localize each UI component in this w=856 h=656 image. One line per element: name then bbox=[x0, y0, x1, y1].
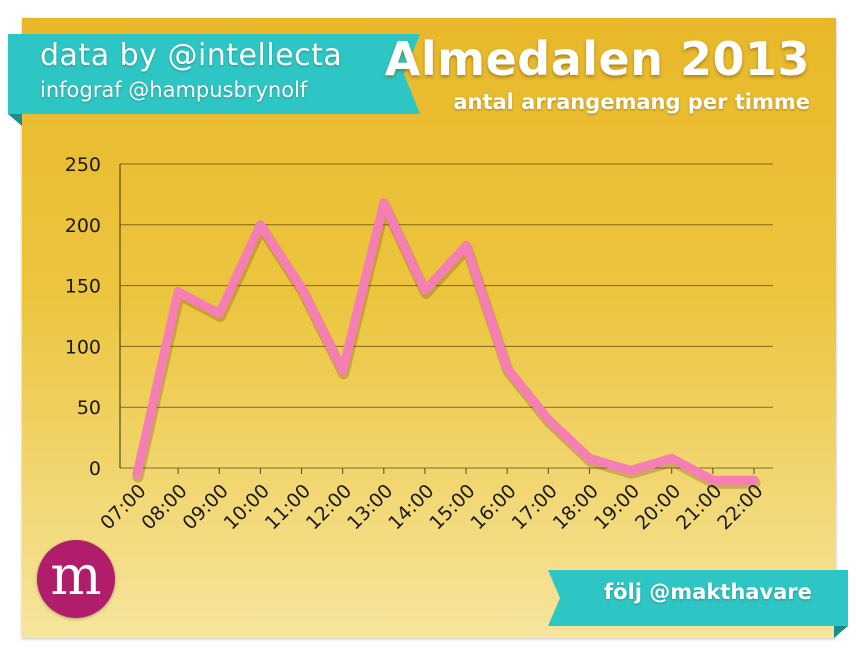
data-point-09:00 bbox=[214, 309, 224, 319]
y-tick-label: 250 bbox=[65, 154, 101, 176]
x-tick-label: 19:00 bbox=[590, 480, 644, 534]
logo-letter: m bbox=[50, 544, 102, 607]
credit-ribbon bbox=[8, 34, 420, 126]
x-tick-label: 18:00 bbox=[549, 480, 603, 534]
series-line bbox=[132, 198, 759, 485]
data-point-12:00 bbox=[338, 366, 348, 376]
data-point-21:00 bbox=[708, 475, 718, 485]
x-tick-label: 08:00 bbox=[137, 480, 191, 534]
data-point-22:00 bbox=[749, 475, 759, 485]
data-point-10:00 bbox=[255, 220, 265, 230]
credit-infographic-author: infograf @hampusbrynolf bbox=[40, 78, 308, 102]
x-tick-label: 11:00 bbox=[261, 480, 315, 534]
series bbox=[132, 198, 761, 489]
y-tick-label: 100 bbox=[65, 336, 101, 358]
data-point-07:00 bbox=[132, 469, 142, 479]
y-tick-label: 50 bbox=[77, 397, 101, 419]
data-point-13:00 bbox=[379, 198, 389, 208]
chart-subtitle: antal arrangemang per timme bbox=[453, 90, 810, 114]
data-point-19:00 bbox=[626, 465, 636, 475]
x-tick-labels: 07:0008:0009:0010:0011:0012:0013:0014:00… bbox=[96, 480, 767, 534]
x-tick-label: 16:00 bbox=[466, 480, 520, 534]
x-tick-label: 13:00 bbox=[343, 480, 397, 534]
data-point-11:00 bbox=[297, 283, 307, 293]
y-tick-label: 0 bbox=[89, 458, 101, 480]
chart-title: Almedalen 2013 bbox=[384, 32, 810, 86]
x-tick-label: 12:00 bbox=[302, 480, 356, 534]
series-line-shadow bbox=[132, 200, 761, 489]
data-point-20:00 bbox=[667, 453, 677, 463]
follow-ribbon bbox=[548, 570, 848, 638]
x-tick-label: 17:00 bbox=[508, 480, 562, 534]
data-point-17:00 bbox=[543, 414, 553, 424]
y-tick-label: 150 bbox=[65, 276, 101, 298]
y-tick-labels: 0 50 100 150 200 250 bbox=[65, 154, 101, 480]
follow-link[interactable]: följ @makthavare bbox=[604, 580, 812, 604]
data-point-16:00 bbox=[502, 363, 512, 373]
x-tick-label: 07:00 bbox=[96, 480, 150, 534]
x-tick-label: 10:00 bbox=[220, 480, 274, 534]
data-point-08:00 bbox=[173, 287, 183, 297]
x-tick-label: 09:00 bbox=[179, 480, 233, 534]
x-tick-label: 15:00 bbox=[425, 480, 479, 534]
x-tick-label: 14:00 bbox=[384, 480, 438, 534]
y-tick-label: 200 bbox=[65, 215, 101, 237]
data-point-14:00 bbox=[420, 285, 430, 295]
data-point-15:00 bbox=[461, 240, 471, 250]
x-tick-label: 20:00 bbox=[631, 480, 685, 534]
data-point-18:00 bbox=[584, 453, 594, 463]
credit-data-source: data by @intellecta bbox=[40, 38, 343, 73]
poster-card bbox=[22, 18, 836, 638]
makthavare-logo: m bbox=[37, 540, 115, 618]
